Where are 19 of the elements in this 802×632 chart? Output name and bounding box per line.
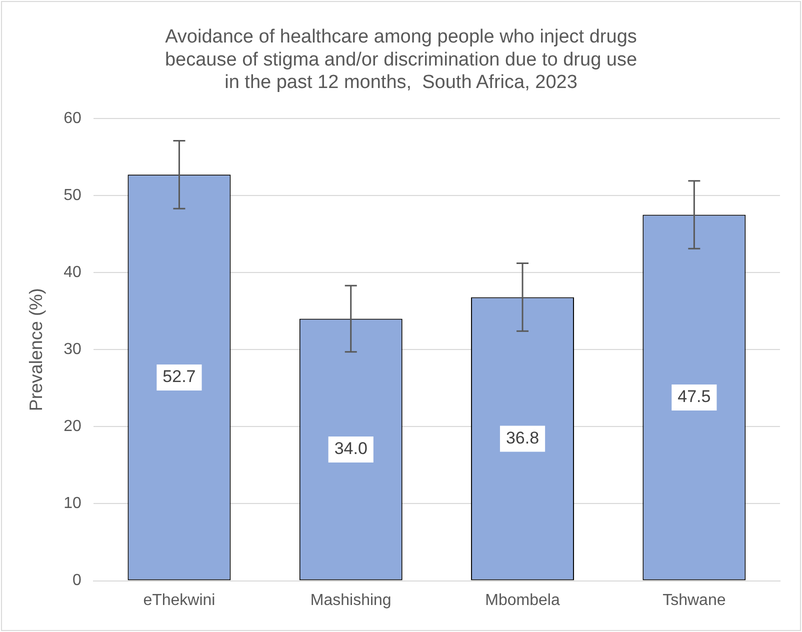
y-tick-label: 50 <box>64 186 82 204</box>
data-label: 36.8 <box>506 428 540 448</box>
x-tick-label: Tshwane <box>662 592 726 609</box>
text: in the past 12 months, South Africa, 2023 <box>224 72 578 94</box>
y-tick-label: 30 <box>64 341 82 358</box>
y-axis-title: Prevalence (%) <box>26 288 46 412</box>
data-label: 52.7 <box>162 367 196 386</box>
x-tick-label: eThekwini <box>143 592 216 609</box>
text: Avoidance of healthcare among people who inject drugs <box>165 26 637 48</box>
x-tick-label: Mbombela <box>485 592 560 609</box>
data-label: 34.0 <box>334 439 368 458</box>
y-tick-label: 40 <box>64 264 82 281</box>
y-tick-label: 10 <box>64 495 82 512</box>
data-label: 47.5 <box>678 387 711 406</box>
x-tick-label: Mashishing <box>310 592 392 609</box>
text: because of stigma and/or discrimination due to drug use <box>164 49 638 70</box>
y-tick-label: 20 <box>64 418 82 436</box>
y-tick-label: 60 <box>64 110 82 127</box>
y-tick-label: 0 <box>72 572 82 590</box>
